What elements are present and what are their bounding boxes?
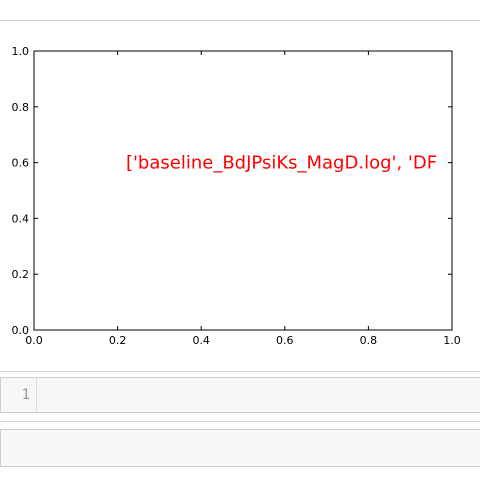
x-tick-label: 0.0 xyxy=(25,334,43,347)
line-number: 1 xyxy=(21,387,30,403)
plot-frame xyxy=(33,50,453,331)
y-tick-label: 1.0 xyxy=(12,45,30,58)
y-tick-label: 0.0 xyxy=(12,324,30,337)
x-tick-label: 1.0 xyxy=(443,334,461,347)
plot-figure: 0.0 0.2 0.4 0.6 0.8 1.0 0.0 0.2 0.4 0.6 0.8 1.0 ['ba… xyxy=(12,45,461,347)
cell-divider xyxy=(0,371,480,372)
y-tick-label: 0.4 xyxy=(12,212,30,225)
x-tick-label: 0.2 xyxy=(109,334,127,347)
code-editor[interactable] xyxy=(38,378,480,412)
cell-divider-2 xyxy=(0,421,480,422)
cell-output: 0.0 0.2 0.4 0.6 0.8 1.0 0.0 0.2 0.4 0.6 0.8 1.0 ['ba… xyxy=(0,22,480,362)
next-code-cell[interactable] xyxy=(0,429,480,467)
y-tick-label: 0.8 xyxy=(12,101,30,114)
line-gutter: 1 xyxy=(1,378,37,412)
code-cell[interactable]: 1 xyxy=(0,377,480,413)
plot-annotation: ['baseline_BdJPsiKs_MagD.log', 'DF xyxy=(126,153,437,174)
top-divider xyxy=(0,20,480,21)
y-tick-label: 0.2 xyxy=(12,268,30,281)
y-tick-label: 0.6 xyxy=(12,157,30,170)
x-tick-label: 0.6 xyxy=(276,334,294,347)
x-tick-label: 0.8 xyxy=(360,334,378,347)
x-tick-label: 0.4 xyxy=(192,334,210,347)
